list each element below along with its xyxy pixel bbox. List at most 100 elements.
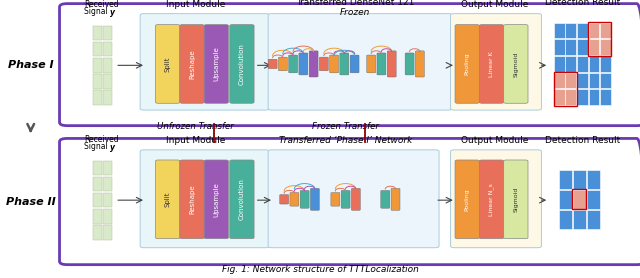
Bar xyxy=(559,170,572,189)
Bar xyxy=(589,73,599,88)
FancyBboxPatch shape xyxy=(451,14,541,110)
Text: Detection Result: Detection Result xyxy=(545,136,620,145)
Text: Input Module: Input Module xyxy=(166,0,225,9)
Bar xyxy=(93,26,102,40)
Bar xyxy=(554,90,564,105)
Text: y: y xyxy=(109,143,115,152)
Bar xyxy=(93,90,102,105)
FancyBboxPatch shape xyxy=(180,160,204,239)
Bar xyxy=(554,39,564,55)
FancyBboxPatch shape xyxy=(504,160,528,239)
Bar xyxy=(103,177,112,191)
FancyBboxPatch shape xyxy=(415,51,424,77)
Bar xyxy=(572,189,586,209)
Bar xyxy=(103,161,112,175)
FancyBboxPatch shape xyxy=(278,57,287,71)
Text: Sigmoid: Sigmoid xyxy=(513,187,518,212)
Text: Upsample: Upsample xyxy=(213,46,220,81)
Text: Split: Split xyxy=(164,56,171,72)
Bar xyxy=(573,210,586,229)
Bar xyxy=(600,39,611,55)
Text: Linear K: Linear K xyxy=(489,51,494,77)
Text: Frozen Transfer: Frozen Transfer xyxy=(312,122,379,131)
Bar xyxy=(103,42,112,56)
Bar xyxy=(103,225,112,240)
Bar xyxy=(93,225,102,240)
Bar xyxy=(589,39,599,55)
FancyBboxPatch shape xyxy=(377,53,386,75)
Text: Upsample: Upsample xyxy=(213,182,220,217)
FancyBboxPatch shape xyxy=(310,188,319,210)
Bar xyxy=(93,42,102,56)
Bar xyxy=(577,90,588,105)
FancyBboxPatch shape xyxy=(350,55,359,73)
Bar xyxy=(587,210,600,229)
FancyBboxPatch shape xyxy=(300,190,309,208)
FancyBboxPatch shape xyxy=(180,25,204,103)
Bar xyxy=(566,90,576,105)
Text: Input Module: Input Module xyxy=(166,136,225,145)
Bar xyxy=(589,56,599,72)
Text: Signal: Signal xyxy=(84,142,110,151)
Text: Transferred ‘Phase I’ Network: Transferred ‘Phase I’ Network xyxy=(279,136,412,145)
FancyBboxPatch shape xyxy=(156,25,180,103)
Text: Pooling: Pooling xyxy=(465,53,470,75)
FancyBboxPatch shape xyxy=(280,195,289,204)
Bar xyxy=(103,26,112,40)
Text: Reshape: Reshape xyxy=(189,49,195,79)
Text: Split: Split xyxy=(164,192,171,207)
FancyBboxPatch shape xyxy=(341,190,350,208)
Bar xyxy=(554,56,564,72)
FancyBboxPatch shape xyxy=(268,14,452,110)
Bar xyxy=(103,90,112,105)
Bar xyxy=(566,39,576,55)
Text: Received: Received xyxy=(84,135,118,144)
Bar xyxy=(93,161,102,175)
Text: Output Module: Output Module xyxy=(461,0,529,9)
Bar xyxy=(554,72,577,106)
Bar xyxy=(93,58,102,73)
FancyBboxPatch shape xyxy=(479,160,504,239)
Text: Sigmoid: Sigmoid xyxy=(513,51,518,77)
Text: Unfrozen Transfer: Unfrozen Transfer xyxy=(157,122,234,131)
FancyBboxPatch shape xyxy=(268,150,439,248)
FancyBboxPatch shape xyxy=(319,57,328,71)
FancyBboxPatch shape xyxy=(230,25,254,103)
Bar xyxy=(600,73,611,88)
FancyBboxPatch shape xyxy=(230,160,254,239)
Bar xyxy=(559,190,572,209)
Bar xyxy=(566,73,576,88)
Text: Pooling: Pooling xyxy=(465,188,470,211)
Text: Transferred DenseNet 121: Transferred DenseNet 121 xyxy=(296,0,414,7)
FancyBboxPatch shape xyxy=(340,53,349,75)
FancyBboxPatch shape xyxy=(204,25,228,103)
Bar xyxy=(573,170,586,189)
FancyBboxPatch shape xyxy=(204,160,228,239)
FancyBboxPatch shape xyxy=(455,25,479,103)
Bar xyxy=(577,23,588,38)
FancyBboxPatch shape xyxy=(268,59,277,69)
Bar xyxy=(103,209,112,224)
Bar xyxy=(589,90,599,105)
Bar xyxy=(588,22,611,56)
Text: Phase II: Phase II xyxy=(6,197,56,207)
Bar xyxy=(93,177,102,191)
Text: Output Module: Output Module xyxy=(461,136,529,145)
Text: y: y xyxy=(109,8,115,17)
FancyBboxPatch shape xyxy=(290,193,299,206)
FancyBboxPatch shape xyxy=(451,150,541,248)
Bar xyxy=(103,58,112,73)
FancyBboxPatch shape xyxy=(140,150,269,248)
FancyBboxPatch shape xyxy=(351,188,360,210)
Bar xyxy=(573,190,586,209)
Bar xyxy=(566,56,576,72)
FancyBboxPatch shape xyxy=(330,55,339,73)
Text: Convolution: Convolution xyxy=(239,43,245,85)
FancyBboxPatch shape xyxy=(156,160,180,239)
Bar xyxy=(566,23,576,38)
Bar xyxy=(577,56,588,72)
Bar xyxy=(554,23,564,38)
Text: Signal: Signal xyxy=(84,7,110,16)
Text: Linear N_s: Linear N_s xyxy=(489,183,494,216)
Bar xyxy=(93,209,102,224)
